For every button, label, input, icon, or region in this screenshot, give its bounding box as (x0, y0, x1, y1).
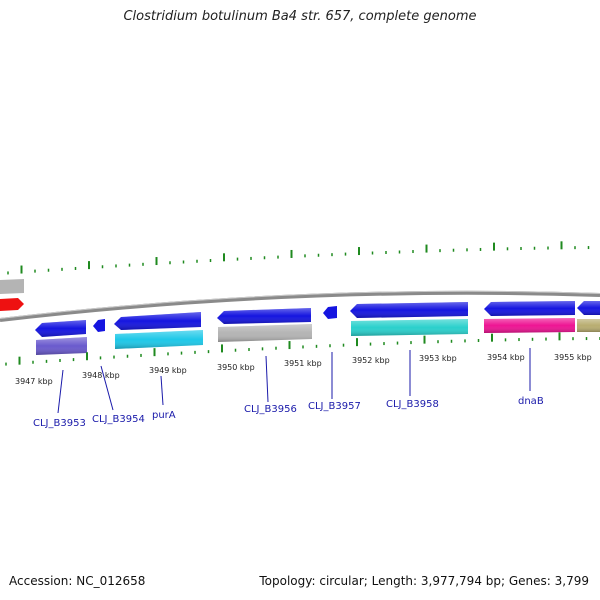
kbp-label: 3955 kbp (554, 353, 592, 362)
gene-label-pura[interactable]: purA (152, 410, 176, 421)
gene-label-clj-b3957[interactable]: CLJ_B3957 (308, 401, 361, 412)
kbp-label: 3947 kbp (15, 377, 53, 386)
kbp-label: 3950 kbp (217, 363, 255, 372)
gene-label-clj-b3953[interactable]: CLJ_B3953 (33, 418, 86, 429)
genome-backbone (0, 290, 600, 322)
gene-arrow-pura[interactable] (114, 312, 201, 330)
feature-bar-dnab[interactable] (484, 318, 575, 333)
outer-tick-marks (7, 241, 590, 275)
gene-label-dnab[interactable]: dnaB (518, 396, 544, 407)
inner-tick-marks (5, 332, 600, 366)
topology-text: Topology: circular; Length: 3,977,794 bp… (259, 574, 589, 588)
gene-label-clj-b3958[interactable]: CLJ_B3958 (386, 399, 439, 410)
gene-arrow-clj-b3954[interactable] (93, 319, 105, 332)
gene-arrow-right-edge[interactable] (577, 301, 600, 315)
gene-arrow-clj-b3958[interactable] (350, 302, 468, 318)
feature-bar-pura[interactable] (115, 330, 203, 349)
kbp-label: 3951 kbp (284, 359, 322, 368)
red-feature-left-edge (0, 298, 24, 311)
feature-bar-clj-b3953[interactable] (36, 337, 87, 355)
gene-arrow-dnab[interactable] (484, 301, 575, 316)
feature-bar-clj-b3956[interactable] (218, 324, 312, 342)
kbp-label: 3948 kbp (82, 371, 120, 380)
gene-labels: CLJ_B3953 CLJ_B3954 purA CLJ_B3956 CLJ_B… (33, 396, 544, 429)
accession-text: Accession: NC_012658 (9, 574, 146, 588)
kbp-label: 3952 kbp (352, 356, 390, 365)
feature-bar-right-edge[interactable] (577, 319, 600, 332)
gray-feature-left-edge (0, 279, 24, 294)
feature-bar-clj-b3958[interactable] (351, 319, 468, 336)
gene-arrow-clj-b3953[interactable] (35, 320, 86, 337)
gene-arrow-clj-b3956[interactable] (217, 308, 311, 324)
gene-label-clj-b3954[interactable]: CLJ_B3954 (92, 414, 145, 425)
gene-arrow-clj-b3957[interactable] (323, 306, 337, 319)
genome-title: Clostridium botulinum Ba4 str. 657, comp… (123, 9, 477, 24)
kbp-label: 3954 kbp (487, 353, 525, 362)
gene-label-clj-b3956[interactable]: CLJ_B3956 (244, 404, 297, 415)
kbp-scale-labels: 3947 kbp 3948 kbp 3949 kbp 3950 kbp 3951… (15, 353, 592, 386)
gene-callout-lines (57, 348, 531, 414)
kbp-label: 3949 kbp (149, 366, 187, 375)
kbp-label: 3953 kbp (419, 354, 457, 363)
